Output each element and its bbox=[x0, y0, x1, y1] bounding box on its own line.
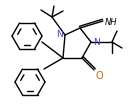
Text: N: N bbox=[56, 29, 63, 38]
Text: NH: NH bbox=[105, 17, 117, 27]
Text: O: O bbox=[95, 71, 103, 81]
Text: N: N bbox=[93, 38, 100, 47]
